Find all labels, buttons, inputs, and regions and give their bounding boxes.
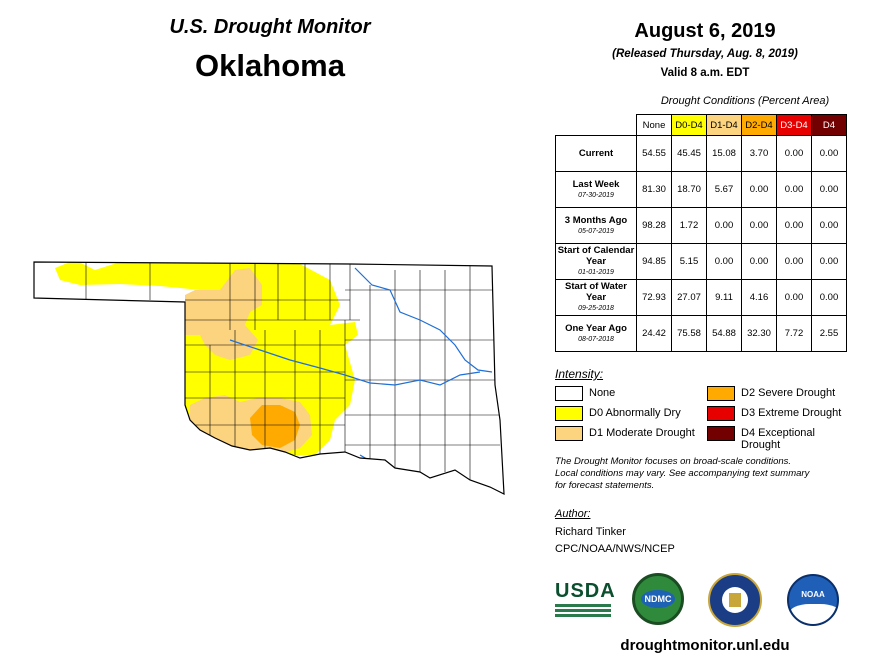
county-lines (85, 262, 500, 480)
conditions-caption: Drought Conditions (Percent Area) (660, 95, 830, 107)
cell: 0.00 (811, 279, 847, 316)
map-date: August 6, 2019 (634, 20, 776, 42)
legend-label-none: None (589, 387, 616, 399)
row-label: 3 Months Ago 05-07-2019 (555, 207, 637, 244)
col-d0-d4: D0-D4 (671, 114, 707, 136)
d1-area-north (185, 268, 262, 360)
table-row: One Year Ago 08-07-2018 24.42 75.58 54.88… (555, 315, 847, 352)
legend-title: Intensity: (555, 367, 604, 381)
cell: 5.67 (706, 171, 742, 208)
oklahoma-drought-map (33, 261, 505, 495)
table-row: Start of Calendar Year 01-01-2019 94.85 5… (555, 243, 847, 280)
row-label: Last Week 07-30-2019 (555, 171, 637, 208)
website-url[interactable]: droughtmonitor.unl.edu (620, 637, 790, 654)
cell: 0.00 (706, 207, 742, 244)
cell: 9.11 (706, 279, 742, 316)
cell: 0.00 (776, 243, 812, 280)
author-heading: Author: (555, 508, 591, 520)
table-row: Current 54.55 45.45 15.08 3.70 0.00 0.00 (555, 135, 847, 172)
cell: 72.93 (636, 279, 672, 316)
cell: 45.45 (671, 135, 707, 172)
d2-area (250, 405, 300, 448)
cell: 0.00 (776, 171, 812, 208)
row-date: 05-07-2019 (578, 227, 614, 235)
legend-label-d3: D3 Extreme Drought (741, 407, 842, 419)
valid-time: Valid 8 a.m. EDT (660, 67, 750, 79)
table-header-row: None D0-D4 D1-D4 D2-D4 D3-D4 D4 (556, 114, 847, 136)
ndmc-logo: NDMC (632, 573, 684, 625)
table-row: 3 Months Ago 05-07-2019 98.28 1.72 0.00 0… (555, 207, 847, 244)
state-outline (33, 261, 505, 495)
note-line: Local conditions may vary. See accompany… (555, 468, 810, 479)
legend-swatch-none (555, 386, 583, 401)
noaa-logo: NOAA (787, 574, 839, 626)
col-d3-d4: D3-D4 (776, 114, 812, 136)
row-date: 09-25-2018 (578, 305, 614, 312)
cell: 98.28 (636, 207, 672, 244)
note-line: The Drought Monitor focuses on broad-sca… (555, 456, 792, 467)
cell: 0.00 (811, 135, 847, 172)
cell: 0.00 (811, 171, 847, 208)
cell: 15.08 (706, 135, 742, 172)
cell: 4.16 (741, 279, 777, 316)
legend-label-d1: D1 Moderate Drought (589, 427, 695, 439)
col-d4: D4 (811, 114, 847, 136)
legend: None D0 Abnormally Dry D1 Moderate Droug… (555, 386, 855, 451)
legend-label-d4: D4 Exceptional Drought (741, 427, 815, 451)
col-d2-d4: D2-D4 (741, 114, 777, 136)
legend-swatch-d4 (707, 426, 735, 441)
cell: 94.85 (636, 243, 672, 280)
cell: 27.07 (671, 279, 707, 316)
row-label: Current (555, 135, 637, 172)
row-label: One Year Ago 08-07-2018 (555, 315, 637, 352)
cell: 0.00 (811, 207, 847, 244)
release-date: (Released Thursday, Aug. 8, 2019) (612, 48, 798, 60)
usda-logo: USDA (555, 580, 615, 620)
legend-swatch-d1 (555, 426, 583, 441)
cell: 81.30 (636, 171, 672, 208)
legend-swatch-d3 (707, 406, 735, 421)
table-row: Last Week 07-30-2019 81.30 18.70 5.67 0.0… (555, 171, 847, 208)
row-label: Start of Water Year 09-25-2018 (555, 279, 637, 316)
cell: 1.72 (671, 207, 707, 244)
conditions-table: None D0-D4 D1-D4 D2-D4 D3-D4 D4 Current … (555, 114, 847, 352)
cell: 0.00 (811, 243, 847, 280)
row-date: 01-01-2019 (578, 269, 614, 276)
cell: 2.55 (811, 315, 847, 352)
state-title: Oklahoma (195, 48, 345, 83)
cell: 0.00 (706, 243, 742, 280)
cell: 54.55 (636, 135, 672, 172)
cell: 54.88 (706, 315, 742, 352)
cell: 75.58 (671, 315, 707, 352)
cell: 0.00 (741, 243, 777, 280)
legend-swatch-d2 (707, 386, 735, 401)
cell: 18.70 (671, 171, 707, 208)
header-blank (556, 115, 637, 136)
cell: 32.30 (741, 315, 777, 352)
cell: 0.00 (776, 279, 812, 316)
col-d1-d4: D1-D4 (706, 114, 742, 136)
legend-label-d2: D2 Severe Drought (741, 387, 836, 399)
commerce-seal-logo (708, 573, 762, 627)
cell: 0.00 (741, 171, 777, 208)
author-org: CPC/NOAA/NWS/NCEP (555, 543, 675, 555)
cell: 5.15 (671, 243, 707, 280)
monitor-title: U.S. Drought Monitor (169, 16, 371, 38)
cell: 0.00 (741, 207, 777, 244)
col-none: None (636, 114, 672, 136)
legend-swatch-d0 (555, 406, 583, 421)
note-line: for forecast statements. (555, 480, 655, 491)
cell: 7.72 (776, 315, 812, 352)
table-row: Start of Water Year 09-25-2018 72.93 27.0… (555, 279, 847, 316)
row-label: Start of Calendar Year 01-01-2019 (555, 243, 637, 280)
cell: 0.00 (776, 135, 812, 172)
author-name: Richard Tinker (555, 526, 626, 538)
row-date: 08-07-2018 (578, 335, 614, 343)
legend-label-d0: D0 Abnormally Dry (589, 407, 681, 419)
cell: 3.70 (741, 135, 777, 172)
disclaimer-note: The Drought Monitor focuses on broad-sca… (555, 456, 855, 492)
cell: 0.00 (776, 207, 812, 244)
cell: 24.42 (636, 315, 672, 352)
row-date: 07-30-2019 (578, 191, 614, 199)
